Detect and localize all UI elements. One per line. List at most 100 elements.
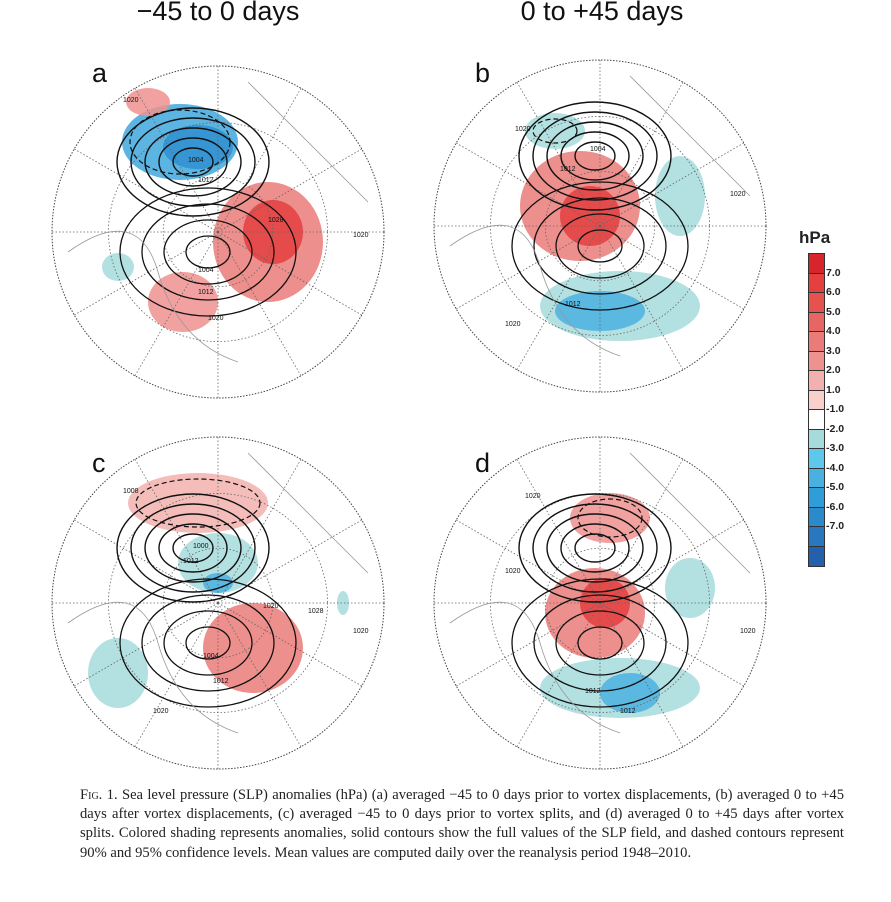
colorbar-swatch <box>809 254 824 274</box>
confidence-contour <box>532 118 578 144</box>
caption-text: Sea level pressure (SLP) anomalies (hPa)… <box>80 787 844 861</box>
colorbar-swatch <box>809 488 824 508</box>
confidence-contour <box>129 109 231 175</box>
contour-label: 1012 <box>565 301 581 308</box>
contour-label: 1020 <box>263 603 279 610</box>
anomaly-shading <box>655 156 705 236</box>
colorbar-tick-label: 2.0 <box>826 364 841 376</box>
map-boundary <box>51 65 385 399</box>
anomaly-shading <box>163 125 233 169</box>
slp-contour <box>546 513 644 583</box>
anomaly-shading <box>203 603 303 693</box>
anomaly-shading <box>560 186 620 246</box>
contour-label: 1020 <box>153 708 169 715</box>
slp-contour <box>555 610 645 676</box>
slp-contour <box>144 513 242 583</box>
colorbar-tick-label: 1.0 <box>826 383 841 396</box>
colorbar-swatch <box>809 468 824 488</box>
slp-contour <box>163 610 253 676</box>
contour-label: 1012 <box>585 688 601 695</box>
colorbar-tick-label: -2.0 <box>826 422 845 435</box>
colorbar-swatch <box>809 546 824 566</box>
slp-contour <box>555 213 645 279</box>
latitude-circle <box>544 170 656 282</box>
colorbar-swatch <box>809 449 824 469</box>
colorbar-unit: hPa <box>799 228 831 247</box>
slp-contour <box>141 203 275 301</box>
slp-contour <box>574 533 616 563</box>
slp-contour <box>158 523 228 573</box>
figure-caption: Fig. 1. Sea level pressure (SLP) anomali… <box>80 786 844 863</box>
slp-contour <box>116 493 270 603</box>
contour-label: 1012 <box>213 678 229 685</box>
contour-label: 1020 <box>123 97 139 104</box>
contour-label: 1020 <box>505 321 521 328</box>
latitude-circle <box>544 547 656 659</box>
colorbar-tick-label: 7.0 <box>826 266 841 279</box>
slp-contour <box>119 578 297 708</box>
slp-contour <box>577 626 623 660</box>
slp-contour <box>577 229 623 263</box>
colorbar-tick-label: 3.0 <box>826 344 841 357</box>
contour-label: 1020 <box>353 628 369 635</box>
coastlines <box>67 452 369 734</box>
contour-label: 1020 <box>505 568 521 575</box>
contour-label: 1012 <box>620 708 636 715</box>
colorbar-tick-label: 6.0 <box>826 286 841 298</box>
contour-label: 1020 <box>730 191 746 198</box>
anomaly-shading <box>126 88 170 116</box>
slp-contour <box>185 235 231 269</box>
contour-label: 1012 <box>198 177 214 184</box>
contour-label: 1004 <box>590 146 606 153</box>
anomaly-shading <box>88 638 148 708</box>
colorbar-swatch <box>809 429 824 449</box>
anomaly-shading <box>203 573 233 593</box>
contour-label: 1028 <box>308 608 324 615</box>
slp-contour <box>144 127 242 197</box>
slp-contour <box>532 503 658 593</box>
slp-contour <box>532 111 658 201</box>
slp-contour <box>119 187 297 317</box>
colorbar-tick-label: -4.0 <box>826 461 845 474</box>
anomaly-shading <box>128 473 268 533</box>
contour-label: 1020 <box>515 126 531 133</box>
slp-contour <box>163 219 253 285</box>
latitude-circle <box>162 547 274 659</box>
colorbar-swatch <box>809 371 824 391</box>
slp-contour <box>533 197 667 295</box>
column-title-right: 0 to +45 days <box>520 0 684 26</box>
slp-contour <box>130 117 256 207</box>
slp-contour <box>574 141 616 171</box>
slp-contour <box>546 121 644 191</box>
slp-contour <box>185 626 231 660</box>
slp-contour <box>518 101 672 211</box>
contour-label: 1012 <box>560 166 576 173</box>
slp-contour <box>518 493 672 603</box>
colorbar <box>808 253 825 567</box>
anomaly-shading <box>337 591 349 615</box>
column-title-left: −45 to 0 days <box>136 0 300 26</box>
slp-contour <box>130 503 256 593</box>
polar-map-panel-d: 1020 1020 1012 1012 1020 <box>433 436 767 770</box>
colorbar-swatch <box>809 351 824 371</box>
colorbar-swatch <box>809 293 824 313</box>
contour-label: 1004 <box>188 157 204 164</box>
slp-contour <box>511 181 689 311</box>
map-boundary <box>51 436 385 770</box>
caption-prefix: Fig. 1. <box>80 787 118 803</box>
panel-label-a: a <box>92 58 108 88</box>
coastlines <box>67 81 369 363</box>
anomaly-shading <box>148 272 218 332</box>
panel-label-d: d <box>475 448 491 478</box>
contour-label: 1012 <box>198 289 214 296</box>
contour-label: 1020 <box>525 493 541 500</box>
map-boundary <box>433 436 767 770</box>
slp-contour <box>533 594 667 692</box>
contour-label: 1012 <box>183 558 199 565</box>
polar-map-panel-b: 1020 1004 1012 1020 1012 1020 <box>433 59 767 393</box>
colorbar-swatch <box>809 273 824 293</box>
contour-label: 1020 <box>740 628 756 635</box>
colorbar-tick-label: -1.0 <box>826 403 845 415</box>
slp-contour <box>172 533 214 563</box>
map-boundary <box>433 59 767 393</box>
